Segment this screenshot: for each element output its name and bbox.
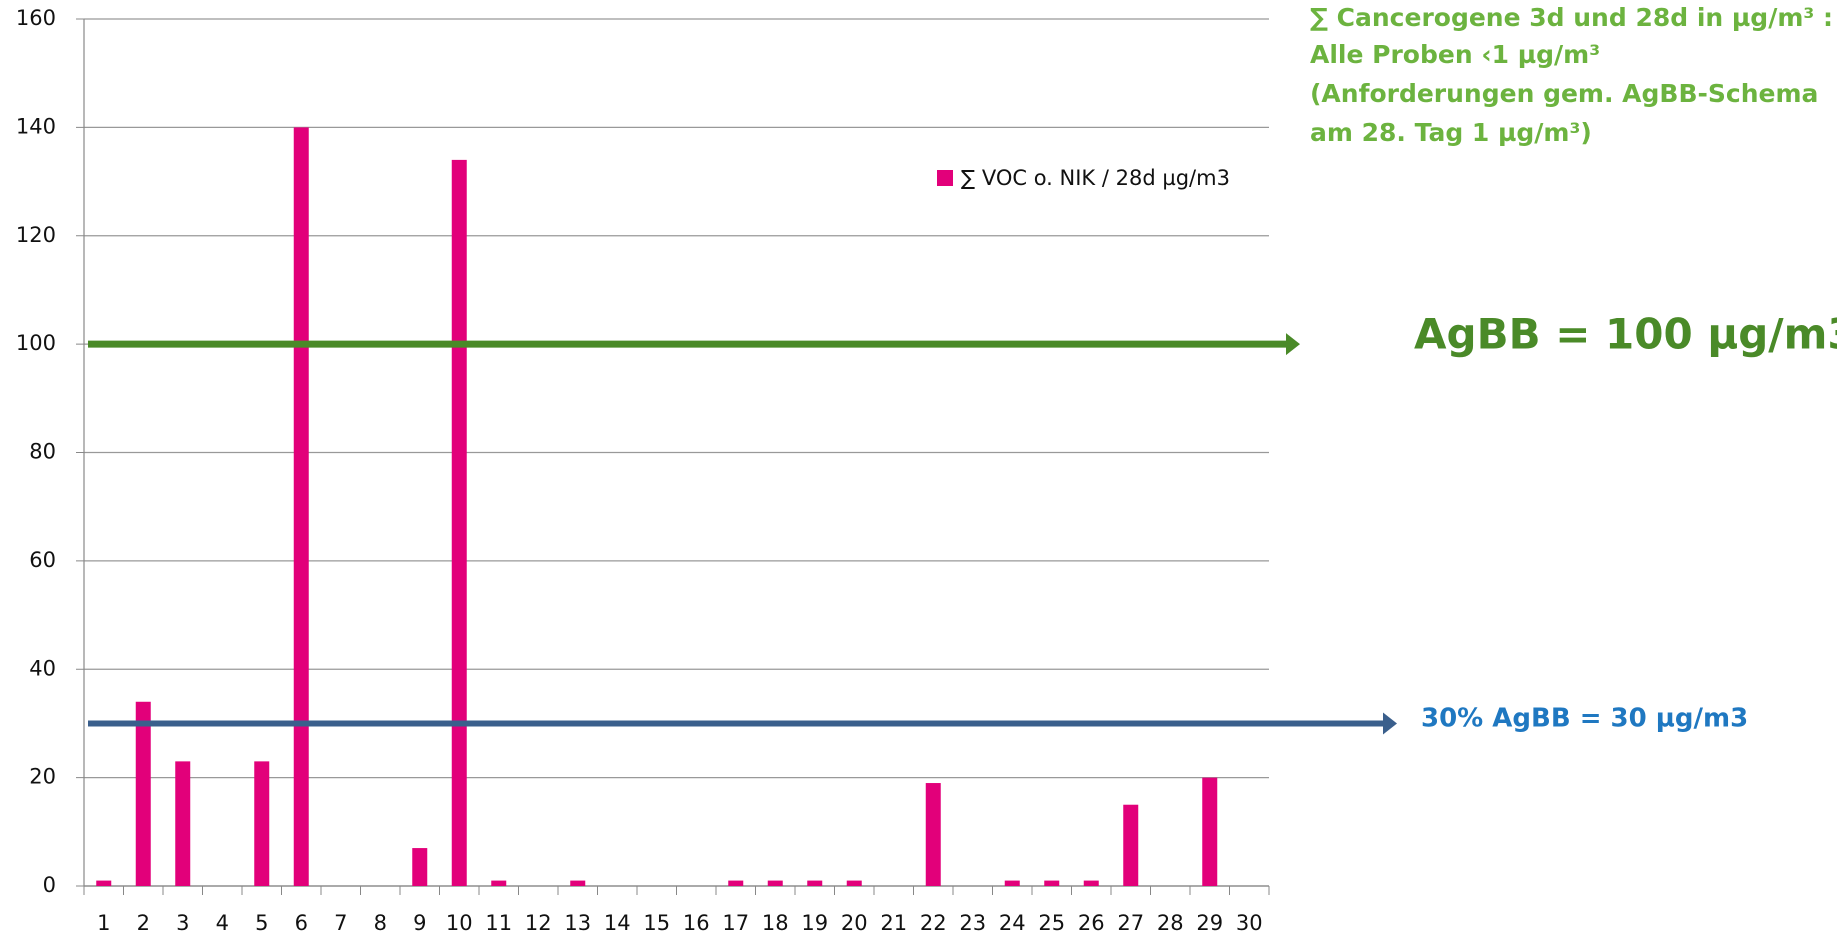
y-tick-label: 160: [16, 6, 56, 30]
x-tick-label: 11: [485, 911, 512, 935]
annotation: (Anforderungen gem. AgBB-Schema: [1310, 79, 1818, 108]
x-tick-label: 16: [683, 911, 710, 935]
x-tick-label: 26: [1078, 911, 1105, 935]
x-tick-label: 7: [334, 911, 347, 935]
x-tick-label: 17: [722, 911, 749, 935]
bar: [728, 880, 744, 886]
bar: [451, 159, 467, 886]
x-tick-label: 2: [137, 911, 150, 935]
y-tick-label: 100: [16, 331, 56, 355]
legend-swatch: [937, 170, 953, 186]
bar: [293, 127, 309, 886]
bar: [1083, 880, 1099, 886]
bar: [175, 761, 191, 886]
annotation: am 28. Tag 1 µg/m³): [1310, 118, 1592, 147]
bar: [412, 848, 428, 886]
x-tick-label: 14: [604, 911, 631, 935]
x-tick-label: 23: [959, 911, 986, 935]
bar: [1123, 804, 1139, 886]
y-tick-label: 120: [16, 223, 56, 247]
y-tick-label: 0: [43, 873, 56, 897]
bar: [1044, 880, 1060, 886]
y-tick-label: 80: [29, 440, 56, 464]
x-tick-label: 21: [880, 911, 907, 935]
bar: [491, 880, 507, 886]
x-tick-label: 18: [762, 911, 789, 935]
bar: [96, 880, 112, 886]
bar: [135, 701, 151, 886]
bar: [1202, 777, 1218, 886]
y-tick-label: 40: [29, 656, 56, 680]
y-tick-label: 60: [29, 548, 56, 572]
legend-label: ∑ VOC o. NIK / 28d µg/m3: [961, 166, 1230, 190]
x-tick-label: 22: [920, 911, 947, 935]
x-tick-label: 5: [255, 911, 268, 935]
x-tick-label: 13: [564, 911, 591, 935]
x-tick-label: 20: [841, 911, 868, 935]
x-tick-label: 10: [446, 911, 473, 935]
bar: [807, 880, 823, 886]
reference-label: AgBB = 100 µg/m3: [1414, 310, 1837, 359]
x-tick-label: 8: [374, 911, 387, 935]
bar: [767, 880, 783, 886]
x-tick-label: 24: [999, 911, 1026, 935]
x-tick-label: 27: [1117, 911, 1144, 935]
x-tick-label: 28: [1157, 911, 1184, 935]
annotation: ∑ Cancerogene 3d und 28d in µg/m³ :: [1310, 3, 1833, 32]
x-tick-label: 15: [643, 911, 670, 935]
bar: [846, 880, 862, 886]
arrow-head: [1383, 712, 1397, 735]
x-tick-label: 3: [176, 911, 189, 935]
x-tick-label: 29: [1196, 911, 1223, 935]
arrow-head: [1286, 333, 1300, 356]
y-tick-label: 140: [16, 114, 56, 138]
x-tick-label: 12: [525, 911, 552, 935]
bar: [1004, 880, 1020, 886]
bar: [925, 783, 941, 886]
reference-label: 30% AgBB = 30 µg/m3: [1421, 704, 1748, 734]
x-tick-label: 19: [801, 911, 828, 935]
bar: [570, 880, 586, 886]
annotation: Alle Proben ‹1 µg/m³: [1310, 40, 1600, 69]
x-tick-label: 6: [295, 911, 308, 935]
x-tick-label: 30: [1236, 911, 1263, 935]
y-tick-label: 20: [29, 765, 56, 789]
x-tick-label: 1: [97, 911, 110, 935]
x-tick-label: 9: [413, 911, 426, 935]
x-tick-label: 4: [216, 911, 229, 935]
x-tick-label: 25: [1038, 911, 1065, 935]
bar: [254, 761, 270, 886]
